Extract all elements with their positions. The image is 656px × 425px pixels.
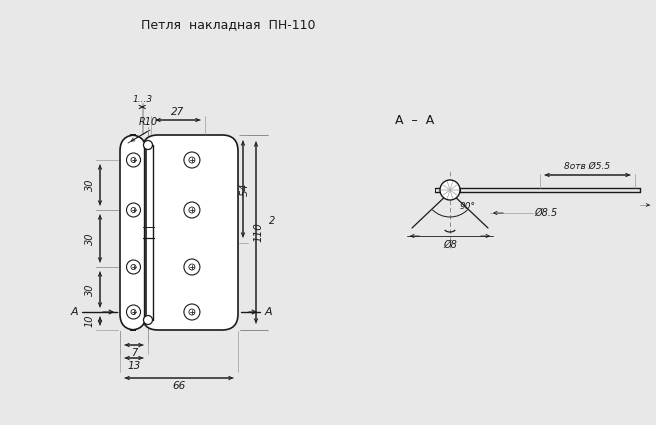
- Text: 54: 54: [240, 182, 250, 196]
- Text: 13: 13: [127, 361, 140, 371]
- Text: 30: 30: [85, 232, 95, 245]
- Text: А: А: [264, 307, 272, 317]
- Text: Ø8.5: Ø8.5: [535, 208, 558, 218]
- Text: Ø8: Ø8: [443, 240, 457, 250]
- Text: А  –  А: А – А: [395, 113, 434, 127]
- Text: R10: R10: [138, 117, 157, 127]
- Text: 66: 66: [173, 381, 186, 391]
- Text: 90°: 90°: [460, 201, 476, 210]
- Text: 1...3: 1...3: [133, 94, 152, 104]
- Text: 30: 30: [85, 283, 95, 296]
- Text: 2: 2: [269, 215, 275, 226]
- Circle shape: [144, 141, 152, 150]
- FancyBboxPatch shape: [142, 135, 238, 330]
- Text: 27: 27: [171, 107, 184, 117]
- Circle shape: [440, 180, 460, 200]
- Text: 10: 10: [85, 315, 95, 327]
- Text: 110: 110: [253, 223, 263, 242]
- Text: 8отв Ø5.5: 8отв Ø5.5: [564, 162, 611, 170]
- Text: 30: 30: [85, 179, 95, 191]
- Text: Петля  накладная  ПН-110: Петля накладная ПН-110: [141, 19, 316, 31]
- FancyBboxPatch shape: [120, 135, 146, 330]
- Text: А: А: [70, 307, 78, 317]
- Circle shape: [144, 315, 152, 325]
- Text: 7: 7: [131, 348, 137, 358]
